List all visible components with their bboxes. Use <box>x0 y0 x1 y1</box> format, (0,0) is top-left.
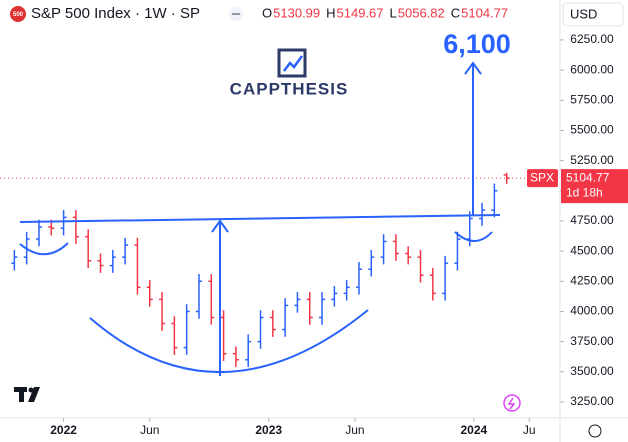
y-tick-label: 4500.00 <box>570 243 614 257</box>
y-tick-label: 3500.00 <box>570 364 614 378</box>
logo-icon <box>277 48 307 78</box>
ohlc-value: 5104.77 <box>461 5 508 20</box>
cup-curve <box>89 309 369 374</box>
y-tick-label: 4750.00 <box>570 213 614 227</box>
currency-box[interactable] <box>562 2 624 27</box>
depth-arrow-head <box>211 219 229 233</box>
watermark-text: CAPPTHESIS <box>230 79 349 98</box>
neckline <box>19 214 501 223</box>
alert-icon-bolt <box>507 397 516 410</box>
ohlc-letter: L <box>390 5 397 20</box>
chart-title: S&P 500 Index · 1W · SP <box>31 5 200 22</box>
symbol-badge <box>10 6 26 22</box>
logo-trend <box>283 55 304 72</box>
left-handle-curve <box>19 242 69 256</box>
price-tag-box <box>561 169 628 204</box>
ohlc-value: 5056.82 <box>398 5 445 20</box>
symbol-badge-text: 500 <box>13 12 24 18</box>
x-tick-label: Jun <box>140 423 159 437</box>
y-tick-label: 4250.00 <box>570 273 614 287</box>
axes: 3250.00 3500.00 3750.00 4000.00 4250.00 4500.… <box>50 32 628 437</box>
y-tick-label: 4000.00 <box>570 304 614 318</box>
pattern-drawings: 6,100 <box>19 29 511 376</box>
x-tick-label: 2024 <box>460 423 487 437</box>
x-tick-label: 2022 <box>50 423 77 437</box>
ticker-tag: SPX <box>530 170 554 184</box>
y-tick-label: 3750.00 <box>570 334 614 348</box>
y-tick-label: 5250.00 <box>570 153 614 167</box>
countdown: 1d 18h <box>566 185 603 199</box>
currency: USD <box>570 6 597 21</box>
ohlc-legend: O 5130.99 H 5149.67 L 5056.82 C 5104.77 <box>262 5 508 20</box>
price-tag: 5104.77 <box>566 170 610 184</box>
alert-icon[interactable] <box>503 394 521 412</box>
right-handle-curve <box>454 231 493 242</box>
tv-logo <box>14 387 40 402</box>
settings-icon[interactable] <box>588 424 602 438</box>
ohlc-letter: O <box>262 5 272 20</box>
watermark-logo: CAPPTHESIS <box>230 48 349 98</box>
y-tick-label: 5500.00 <box>570 123 614 137</box>
x-tick-label: 2023 <box>255 423 282 437</box>
header: 500 S&P 500 Index · 1W · SP O 5130.99 H 514… <box>10 2 624 27</box>
ohlc-letter: C <box>451 5 460 20</box>
y-tick-label: 3250.00 <box>570 394 614 408</box>
tv-logo-part <box>19 387 24 402</box>
x-tick-label: Ju <box>523 423 536 437</box>
y-tick-label: 5750.00 <box>570 92 614 106</box>
ticker-tag-box <box>527 169 558 188</box>
ohlc-value: 5149.67 <box>337 5 384 20</box>
tv-logo-part <box>28 387 34 393</box>
x-tick-label: Jun <box>345 423 364 437</box>
ohlc-value: 5130.99 <box>273 5 320 20</box>
y-tick-label: 6250.00 <box>570 32 614 46</box>
target-label: 6,100 <box>443 29 511 59</box>
tv-logo-part <box>28 387 40 402</box>
ohlc-letter: H <box>326 5 335 20</box>
y-tick-label: 6000.00 <box>570 62 614 76</box>
target-arrow-head <box>464 61 482 75</box>
